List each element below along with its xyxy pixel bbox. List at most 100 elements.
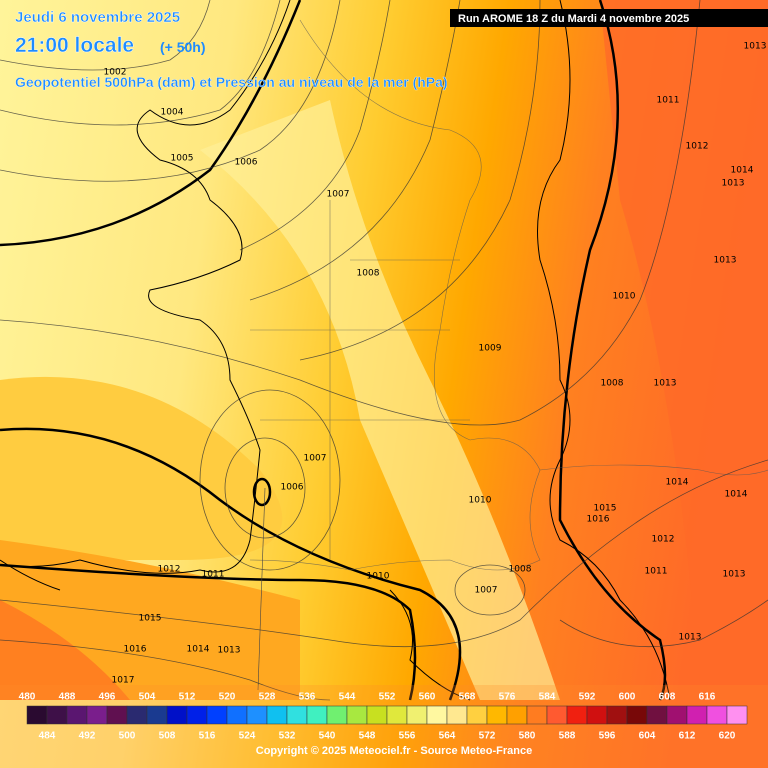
scale-swatch [46,705,68,725]
field-zone [0,376,283,560]
isobar-label: 1016 [587,515,610,525]
scale-label: 488 [59,692,76,703]
scale-label: 596 [599,731,616,742]
scale-swatch [206,705,228,725]
scale-swatch [166,705,188,725]
scale-swatch [186,705,208,725]
isobar-label: 1013 [654,379,677,389]
isobar-label: 1004 [161,108,184,118]
isobar-label: 1002 [104,68,127,78]
field-zone [0,600,130,700]
isobar-label: 1014 [731,166,754,176]
scale-swatch [586,705,608,725]
scale-label: 608 [659,692,676,703]
isobar-label: 1015 [139,614,162,624]
scale-label: 480 [19,692,36,703]
scale-label: 556 [399,731,416,742]
scale-swatch [706,705,728,725]
scale-swatch [226,705,248,725]
isobar-label: 1007 [475,586,498,596]
isobar-label: 1013 [714,256,737,266]
track-line [257,487,266,691]
scale-label: 508 [159,731,176,742]
isobar-label: 1017 [112,676,135,686]
scale-swatch [366,705,388,725]
isobar-label: 1008 [601,379,624,389]
map-subtitle: Geopotentiel 500hPa (dam) et Pression au… [15,74,448,90]
scale-label: 504 [139,692,156,703]
isobar-label: 1010 [613,292,636,302]
scale-swatch [726,705,748,725]
scale-swatch [526,705,548,725]
scale-label: 604 [639,731,656,742]
isobar-label: 1013 [218,646,241,656]
isobar-label: 1011 [657,96,680,106]
isobar-label: 1011 [202,570,225,580]
borders [249,19,768,571]
scale-label: 528 [259,692,276,703]
scale-label: 492 [79,731,96,742]
field-zone [600,0,768,700]
isobar-label: 1012 [652,535,675,545]
scale-label: 576 [499,692,516,703]
isobar-label: 1006 [281,483,304,493]
scale-swatch [646,705,668,725]
scale-swatch [266,705,288,725]
scale-label: 620 [719,731,736,742]
scale-label: 516 [199,731,216,742]
scale-swatch [466,705,488,725]
isobar-label: 1013 [722,179,745,189]
scale-label: 572 [479,731,496,742]
scale-swatch [686,705,708,725]
scale-swatch [86,705,108,725]
scale-swatch [506,705,528,725]
scale-swatch [666,705,688,725]
isobar-labels: 1002 1004 1005 1006 1007 1008 1009 1011 1012 1013… [104,42,767,686]
isobar-label: 1013 [679,633,702,643]
scale-swatch [546,705,568,725]
scale-swatch [246,705,268,725]
isobar-label: 1008 [509,565,532,575]
scale-label: 552 [379,692,396,703]
scale-label: 560 [419,692,436,703]
scale-label: 544 [339,692,356,703]
isobar-label: 1013 [723,570,746,580]
isobar-label: 1007 [327,190,350,200]
scale-swatch [626,705,648,725]
scale-swatch [286,705,308,725]
coastlines [0,0,671,701]
scale-swatch [346,705,368,725]
scale-label: 500 [119,731,136,742]
scale-swatch [426,705,448,725]
isobar-label: 1012 [686,142,709,152]
forecast-date: Jeudi 6 novembre 2025 [15,9,180,26]
scale-label: 568 [459,692,476,703]
isobar-label: 1010 [367,572,390,582]
run-info: Run AROME 18 Z du Mardi 4 novembre 2025 [458,13,689,25]
isobar-label: 1008 [357,269,380,279]
scale-label: 520 [219,692,236,703]
isobar-label: 1007 [304,454,327,464]
scale-label: 536 [299,692,316,703]
run-banner [450,9,768,27]
scale-swatch [446,705,468,725]
scale-label: 580 [519,731,536,742]
isobar-label: 1011 [645,567,668,577]
scale-swatch [26,705,48,725]
isobar-label: 1009 [479,344,502,354]
scale-label: 540 [319,731,336,742]
copyright: Copyright © 2025 Meteociel.fr - Source M… [256,745,532,757]
isobar-label: 1013 [744,42,767,52]
scale-swatch [486,705,508,725]
isobar-label: 1006 [235,158,258,168]
scale-label: 512 [179,692,196,703]
isobar-label: 1005 [171,154,194,164]
scale-label: 612 [679,731,696,742]
scale-label: 600 [619,692,636,703]
field-zone [200,100,560,700]
scale-label: 564 [439,731,456,742]
scale-label: 592 [579,692,596,703]
isobar-label: 1014 [725,490,748,500]
scale-swatch [566,705,588,725]
